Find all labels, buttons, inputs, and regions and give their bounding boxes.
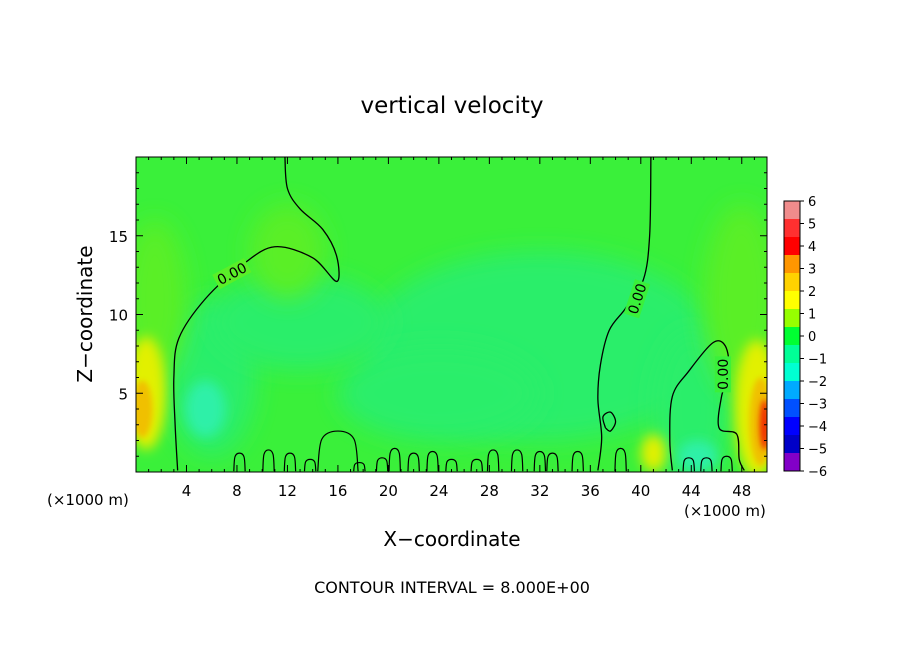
- colorbar-segment: [784, 201, 800, 220]
- updraft-red-right: [759, 399, 767, 450]
- surface-contour-10: [426, 450, 439, 472]
- colorbar-label: 6: [808, 195, 816, 210]
- surface-contour-6: [353, 461, 366, 472]
- surface-contour-21: [720, 455, 733, 472]
- colorbar-segment: [784, 291, 800, 310]
- y-axis: 5 10 15: [109, 172, 767, 457]
- updraft-yellow-bottom: [640, 434, 667, 472]
- x-unit-left-label: (×1000 m): [47, 491, 129, 509]
- contour-label-2: 0.00: [623, 279, 651, 319]
- downdraft-region-right: [653, 330, 730, 472]
- x-tick-label: 44: [682, 482, 701, 500]
- zero-contour-closed: [602, 411, 617, 432]
- surface-contour-9: [407, 452, 420, 472]
- colorbar-segment: [784, 273, 800, 292]
- contour-label-text: 0.00: [716, 359, 732, 390]
- surface-contour-4: [303, 458, 317, 472]
- contour-label-3: 0.00: [714, 356, 732, 393]
- surface-contour-16: [546, 452, 559, 472]
- contour-labels: 0.000.000.00: [212, 258, 732, 393]
- surface-contour-15: [533, 450, 547, 472]
- x-axis: 4 8 12 16 20 24 28 32 36 40 44 48: [148, 157, 755, 500]
- x-tick-label: 32: [530, 482, 549, 500]
- colorbar-segment: [784, 453, 800, 472]
- surface-contour-2: [262, 449, 275, 472]
- chart-title: vertical velocity: [361, 93, 544, 119]
- x-tick-label: 48: [732, 482, 751, 500]
- x-tick-label: 16: [328, 482, 347, 500]
- surface-contour-1: [233, 452, 246, 472]
- colorbar-label: 3: [808, 263, 816, 278]
- surface-contour-5: [317, 430, 359, 472]
- near-surface-contours: [233, 430, 733, 472]
- contour-label-bg: [212, 258, 252, 290]
- colorbar-segment: [784, 309, 800, 328]
- updraft-orange-left: [136, 380, 153, 438]
- colorbar-label: 2: [808, 285, 816, 300]
- colorbar-segment: [784, 417, 800, 436]
- colorbar-label: −4: [808, 420, 827, 435]
- colorbar-segment: [784, 237, 800, 256]
- x-tick-label: 28: [480, 482, 499, 500]
- colorbar-segment: [784, 345, 800, 364]
- x-tick-label: 36: [581, 482, 600, 500]
- colorbar-segment: [784, 363, 800, 382]
- colorbar-segment: [784, 327, 800, 346]
- downdraft-region-mid: [337, 346, 540, 441]
- surface-contour-20: [700, 457, 713, 472]
- x-tick-label: 8: [232, 482, 242, 500]
- surface-contour-14: [510, 449, 524, 472]
- surface-contour-12: [470, 458, 484, 472]
- x-unit-right-label: (×1000 m): [684, 502, 766, 520]
- downdraft-core-right: [677, 440, 718, 472]
- surface-contour-3: [283, 452, 297, 472]
- updraft-region-top: [249, 204, 326, 299]
- velocity-field: [136, 157, 767, 472]
- surface-contour-13: [486, 449, 500, 472]
- y-axis-title: Z−coordinate: [73, 245, 97, 382]
- y-tick-label: 10: [109, 307, 128, 325]
- y-tick-label: 15: [109, 228, 128, 246]
- contour-label-bg: [714, 356, 731, 393]
- colorbar-label: −1: [808, 353, 827, 368]
- downdraft-region-upper-left: [211, 275, 389, 370]
- surface-contour-8: [388, 447, 401, 472]
- colorbar-segment: [784, 381, 800, 400]
- colorbar: 6 5 4 3 2 1 0 −1 −2 −3 −4 −5 −6: [783, 195, 827, 480]
- x-tick-label: 12: [278, 482, 297, 500]
- colorbar-label: −2: [808, 375, 827, 390]
- colorbar-label: −5: [808, 443, 827, 458]
- colorbar-label: −3: [808, 398, 827, 413]
- surface-contour-19: [682, 457, 696, 472]
- surface-contour-7: [375, 457, 389, 472]
- zero-contour-2: [597, 157, 652, 471]
- downdraft-core-left: [185, 380, 226, 438]
- y-tick-label: 5: [118, 385, 128, 403]
- colorbar-label: 4: [808, 240, 816, 255]
- colorbar-segment: [784, 399, 800, 418]
- surface-contour-18: [614, 447, 627, 472]
- colorbar-label: 1: [808, 308, 816, 323]
- x-tick-label: 4: [182, 482, 192, 500]
- surface-contour-17: [571, 450, 584, 472]
- x-axis-title: X−coordinate: [383, 527, 520, 551]
- x-tick-label: 20: [379, 482, 398, 500]
- colorbar-segment: [784, 219, 800, 238]
- colorbar-label: −6: [808, 465, 827, 480]
- zero-contour-1: [173, 157, 340, 471]
- surface-contour-11: [445, 458, 458, 472]
- x-tick-label: 40: [631, 482, 650, 500]
- x-tick-label: 24: [429, 482, 448, 500]
- colorbar-segment: [784, 435, 800, 454]
- contour-label-bg: [623, 279, 651, 319]
- colorbar-segment: [784, 255, 800, 274]
- colorbar-label: 5: [808, 218, 816, 233]
- colorbar-label: 0: [808, 330, 816, 345]
- contour-interval-label: CONTOUR INTERVAL = 8.000E+00: [314, 578, 590, 597]
